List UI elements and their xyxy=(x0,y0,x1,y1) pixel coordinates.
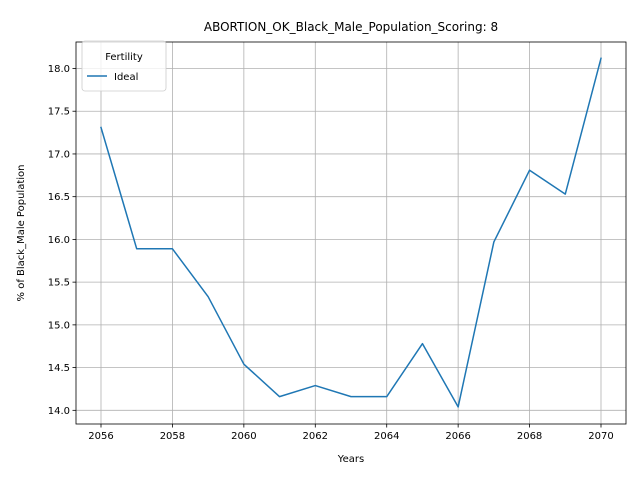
legend-title: Fertility xyxy=(105,52,143,63)
x-tick-label: 2062 xyxy=(303,431,328,442)
y-tick-label: 18.0 xyxy=(48,64,70,75)
y-tick-label: 14.5 xyxy=(48,363,70,374)
chart-title: ABORTION_OK_Black_Male_Population_Scorin… xyxy=(204,20,498,34)
y-axis-ticks: 14.0 14.5 15.0 15.5 16.0 16.5 17.0 17.5 18.0 xyxy=(48,64,76,417)
plot-frame xyxy=(75,41,627,425)
series-line-ideal xyxy=(100,57,602,408)
y-tick-label: 15.0 xyxy=(48,320,70,331)
y-axis-label: % of Black_Male Population xyxy=(16,165,27,302)
x-axis-label: Years xyxy=(337,454,364,465)
y-tick-label: 17.0 xyxy=(48,149,70,160)
x-tick-label: 2056 xyxy=(88,431,113,442)
y-tick-label: 16.0 xyxy=(48,235,70,246)
x-tick-label: 2066 xyxy=(445,431,470,442)
y-tick-label: 16.5 xyxy=(48,192,70,203)
x-tick-label: 2070 xyxy=(588,431,613,442)
x-tick-label: 2058 xyxy=(160,431,185,442)
y-tick-label: 17.5 xyxy=(48,107,70,118)
series-layer xyxy=(100,57,602,408)
x-tick-label: 2060 xyxy=(231,431,256,442)
y-tick-label: 14.0 xyxy=(48,406,70,417)
x-tick-label: 2064 xyxy=(374,431,399,442)
y-tick-label: 15.5 xyxy=(48,278,70,289)
legend-label-ideal: Ideal xyxy=(114,72,138,83)
x-axis-ticks: 2056 2058 2060 2062 2064 2066 2068 2070 xyxy=(88,424,614,442)
grid xyxy=(76,42,626,424)
legend: Fertility Ideal xyxy=(81,40,167,92)
legend-box xyxy=(81,40,167,92)
x-tick-label: 2068 xyxy=(517,431,542,442)
